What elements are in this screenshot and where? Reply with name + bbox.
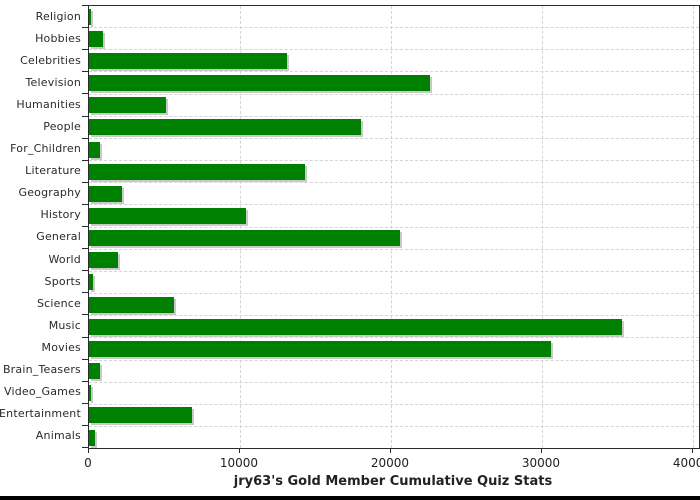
y-axis-tick [82,49,88,50]
bar-sports [89,274,93,291]
y-axis-tick [82,204,88,205]
category-label-people: People [43,120,81,134]
y-axis-tick [82,270,88,271]
category-label-religion: Religion [35,9,81,23]
bar-row-science [89,294,699,317]
y-axis-tick [82,27,88,28]
bar-literature [89,163,305,180]
bar-video_games [89,385,92,402]
bar-hobbies [89,30,103,47]
bar-world [89,252,118,269]
bar-general [89,230,401,247]
bar-row-people [89,117,699,139]
category-label-celebrities: Celebrities [20,53,81,67]
category-label-world: World [48,252,81,266]
plot-area [88,5,700,449]
y-axis-tick [82,182,88,183]
category-label-literature: Literature [25,164,81,178]
category-label-television: Television [25,75,81,89]
category-label-music: Music [48,318,81,332]
bar-row-brain_teasers [89,361,699,383]
bar-row-for_children [89,139,699,162]
bar-row-television [89,72,699,95]
category-label-movies: Movies [41,340,81,354]
y-axis-tick [82,138,88,139]
x-axis-tick-40000 [691,448,693,453]
category-label-history: History [40,208,81,222]
x-axis-label-20000: 20000 [370,456,410,470]
y-axis-tick [82,359,88,360]
bar-row-general [89,228,699,250]
bar-row-geography [89,183,699,206]
x-axis-label-30000: 30000 [521,456,561,470]
bar-row-hobbies [89,28,699,51]
category-label-humanities: Humanities [16,97,81,111]
bar-movies [89,340,552,357]
bar-row-history [89,205,699,228]
category-label-entertainment: Entertainment [0,407,81,421]
bar-row-music [89,316,699,339]
bar-rows [89,6,699,448]
y-axis-tick [82,5,88,6]
y-axis-tick [82,381,88,382]
y-axis-tick [82,160,88,161]
bar-religion [89,8,92,25]
y-axis-tick [82,93,88,94]
bar-history [89,207,247,224]
y-axis-tick [82,226,88,227]
x-axis-tick-20000 [389,448,391,453]
category-label-video_games: Video_Games [4,385,81,399]
bar-row-animals [89,427,699,448]
x-axis-tick-0 [88,448,89,453]
y-axis-tick [82,71,88,72]
y-axis-tick [82,337,88,338]
bar-row-video_games [89,383,699,405]
bar-brain_teasers [89,363,101,380]
x-axis-tick-10000 [238,448,240,453]
x-axis-label-0: 0 [84,456,92,470]
bar-television [89,75,431,92]
category-label-brain_teasers: Brain_Teasers [2,363,81,377]
bar-row-literature [89,161,699,184]
bar-for_children [89,141,100,158]
x-axis-tick-30000 [540,448,542,453]
category-label-geography: Geography [18,186,81,200]
bar-animals [89,429,96,446]
bar-row-world [89,250,699,272]
y-axis-tick [82,425,88,426]
category-label-hobbies: Hobbies [35,31,81,45]
bottom-strip [0,496,700,500]
y-axis-tick [82,314,88,315]
bar-science [89,296,174,313]
bar-humanities [89,97,166,114]
y-axis-tick [82,403,88,404]
y-axis-tick [82,447,88,448]
bar-row-movies [89,338,699,361]
y-axis-tick [82,248,88,249]
bar-music [89,318,622,335]
bar-row-religion [89,6,699,29]
category-label-science: Science [36,296,81,310]
x-axis-label-40000: 40000 [672,456,700,470]
bar-row-sports [89,272,699,295]
bar-entertainment [89,407,192,424]
bar-celebrities [89,52,287,69]
y-axis-tick [82,292,88,293]
chart-title: jry63's Gold Member Cumulative Quiz Stat… [233,474,553,489]
bar-row-celebrities [89,50,699,73]
y-axis-category-labels: Religion Hobbies Celebrities Television Huma… [0,5,81,447]
category-label-general: General [36,230,81,244]
bar-row-entertainment [89,405,699,427]
category-label-for_children: For_Children [10,142,81,156]
y-axis-tick [82,116,88,117]
bar-people [89,119,361,136]
x-axis-label-10000: 10000 [219,456,259,470]
category-label-sports: Sports [44,274,81,288]
bar-row-humanities [89,95,699,117]
category-label-animals: Animals [35,429,81,443]
bar-geography [89,185,123,202]
